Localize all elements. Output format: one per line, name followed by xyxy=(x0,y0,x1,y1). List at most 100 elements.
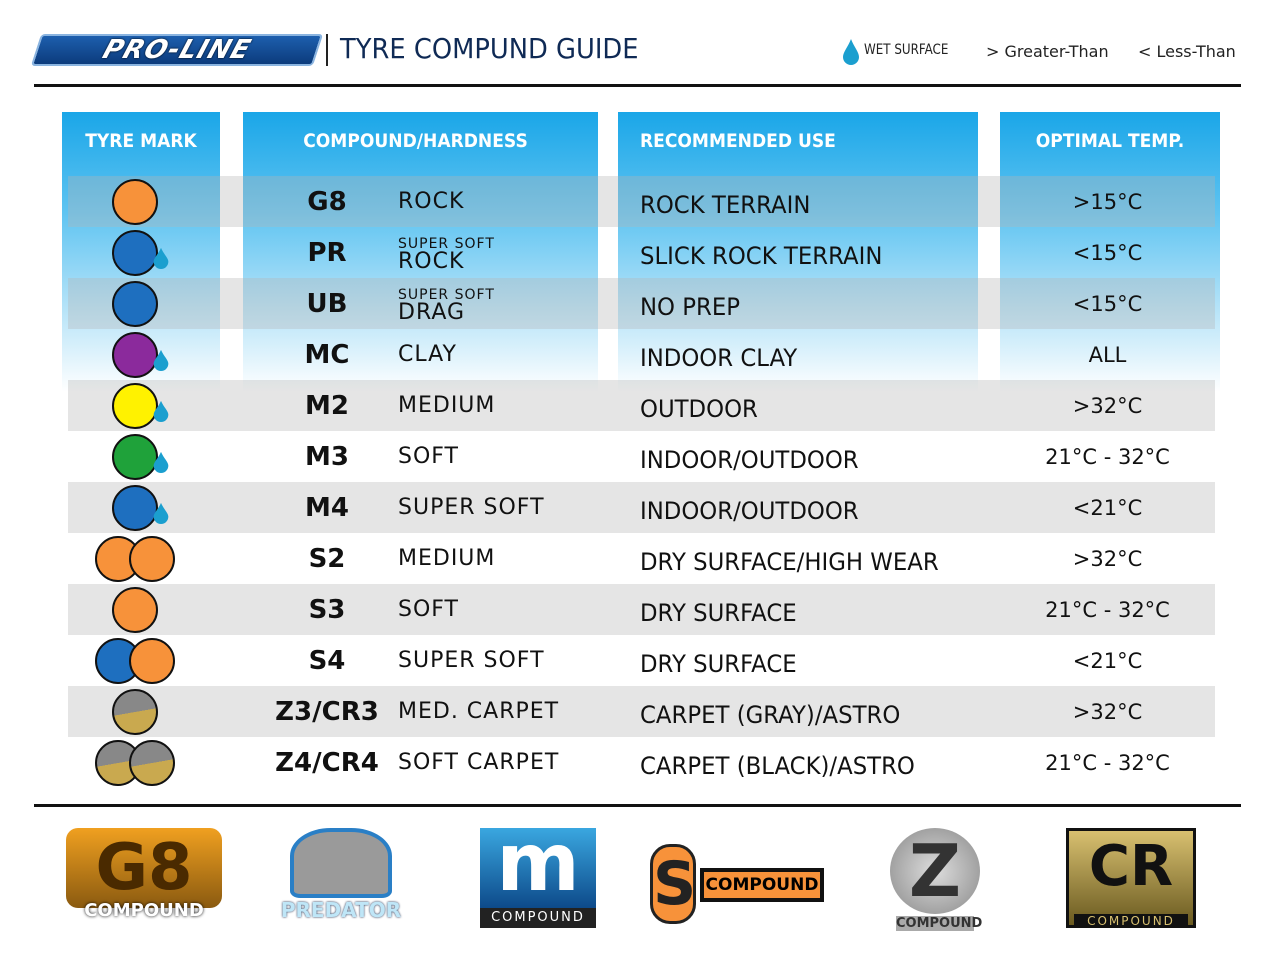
hardness: ROCK xyxy=(398,189,465,214)
hardness: SOFT xyxy=(398,444,459,469)
table-row: S2 MEDIUM DRY SURFACE/HIGH WEAR >32°C xyxy=(0,533,1280,584)
compound-code: UB xyxy=(306,288,348,319)
recommended-use: CARPET (BLACK)/ASTRO xyxy=(640,751,915,780)
recommended-use: SLICK ROCK TERRAIN xyxy=(640,241,883,270)
row-stripe xyxy=(68,686,1215,737)
tyre-mark xyxy=(62,686,220,737)
table-row: S3 SOFT DRY SURFACE 21°C - 32°C xyxy=(0,584,1280,635)
header-recommended-use: RECOMMENDED USE xyxy=(640,130,836,152)
g8-compound-logo: G8 COMPOUND xyxy=(66,828,222,936)
row-stripe xyxy=(68,380,1215,431)
compound-code: M2 xyxy=(305,390,349,421)
optimal-temp: 21°C - 32°C xyxy=(1045,750,1170,775)
compound-code: S4 xyxy=(308,645,346,676)
optimal-temp: 21°C - 32°C xyxy=(1045,597,1170,622)
recommended-use: INDOOR/OUTDOOR xyxy=(640,496,859,525)
tyre-mark xyxy=(62,584,220,635)
optimal-temp: <15°C xyxy=(1072,291,1143,316)
tyre-mark xyxy=(62,635,220,686)
table-row: M4 SUPER SOFT INDOOR/OUTDOOR <21°C xyxy=(0,482,1280,533)
optimal-temp: 21°C - 32°C xyxy=(1045,444,1170,469)
row-stripe xyxy=(68,176,1215,227)
cr-compound-logo: CR COMPOUND xyxy=(1066,828,1196,936)
recommended-use: NO PREP xyxy=(640,292,741,321)
z-compound-logo: Z COMPOUND xyxy=(876,828,994,936)
column-bg xyxy=(243,112,598,392)
recommended-use: DRY SURFACE xyxy=(640,649,797,678)
hardness: SOFT CARPET xyxy=(398,750,560,775)
table-row: Z3/CR3 MED. CARPET CARPET (GRAY)/ASTRO >32°… xyxy=(0,686,1280,737)
row-stripe xyxy=(68,278,1215,329)
table-row: M2 MEDIUM OUTDOOR >32°C xyxy=(0,380,1280,431)
row-stripe xyxy=(68,584,1215,635)
table-row: UB SUPER SOFT DRAG NO PREP <15°C xyxy=(0,278,1280,329)
water-drop-icon xyxy=(153,247,169,269)
optimal-temp: >15°C xyxy=(1072,189,1143,214)
tyre-mark xyxy=(62,482,220,533)
compound-code: PR xyxy=(307,237,347,268)
header-tyre-mark: TYRE MARK xyxy=(85,130,197,152)
hardness: MEDIUM xyxy=(398,546,496,571)
table-row: PR SUPER SOFT ROCK SLICK ROCK TERRAIN <15°C xyxy=(0,227,1280,278)
table-row: MC CLAY INDOOR CLAY ALL xyxy=(0,329,1280,380)
hardness: SUPER SOFT xyxy=(398,495,545,520)
s-compound-logo: S COMPOUND xyxy=(650,828,824,936)
optimal-temp: <21°C xyxy=(1072,495,1143,520)
hardness: SUPER SOFT xyxy=(398,648,545,673)
hardness: SUPER SOFT ROCK xyxy=(398,235,495,274)
table-row: Z4/CR4 SOFT CARPET CARPET (BLACK)/ASTRO 21°… xyxy=(0,737,1280,788)
compound-code: Z4/CR4 xyxy=(275,747,379,778)
tyre-mark-circle xyxy=(95,535,141,582)
tyre-mark-circle xyxy=(112,382,158,429)
water-drop-icon xyxy=(153,349,169,371)
tyre-mark xyxy=(62,380,220,431)
tyre-mark xyxy=(62,227,220,278)
column-bg xyxy=(1000,112,1220,392)
optimal-temp: ALL xyxy=(1088,342,1127,367)
tyre-mark-circle xyxy=(129,739,175,786)
optimal-temp: <21°C xyxy=(1072,648,1143,673)
page-title: TYRE COMPUND GUIDE xyxy=(340,32,639,65)
compound-code: Z3/CR3 xyxy=(275,696,379,727)
predator-logo: PREDATOR xyxy=(270,828,412,936)
water-drop-icon xyxy=(843,39,859,65)
optimal-temp: >32°C xyxy=(1072,393,1143,418)
compound-code: S2 xyxy=(308,543,346,574)
hardness: SUPER SOFT DRAG xyxy=(398,286,495,325)
compound-code: G8 xyxy=(307,186,347,217)
tyre-mark xyxy=(62,329,220,380)
hardness: MED. CARPET xyxy=(398,699,560,724)
recommended-use: INDOOR/OUTDOOR xyxy=(640,445,859,474)
legend-greater-than: > Greater-Than xyxy=(986,42,1109,61)
compound-code: M4 xyxy=(305,492,349,523)
bottom-divider xyxy=(34,804,1241,807)
column-bg xyxy=(618,112,978,392)
optimal-temp: <15°C xyxy=(1072,240,1143,265)
recommended-use: INDOOR CLAY xyxy=(640,343,798,372)
table-row: M3 SOFT INDOOR/OUTDOOR 21°C - 32°C xyxy=(0,431,1280,482)
pro-line-logo: PRO-LINE xyxy=(30,34,324,66)
tyre-mark-circle xyxy=(129,637,175,684)
optimal-temp: >32°C xyxy=(1072,546,1143,571)
compound-code: S3 xyxy=(308,594,346,625)
tyre-mark xyxy=(62,737,220,788)
optimal-temp: >32°C xyxy=(1072,699,1143,724)
tyre-mark-circle xyxy=(112,688,158,735)
tyre-mark-circle xyxy=(112,331,158,378)
recommended-use: CARPET (GRAY)/ASTRO xyxy=(640,700,901,729)
predator-claw-graphic xyxy=(290,828,392,898)
table-row: S4 SUPER SOFT DRY SURFACE <21°C xyxy=(0,635,1280,686)
tyre-mark-circle xyxy=(129,535,175,582)
table-row: G8 ROCK ROCK TERRAIN >15°C xyxy=(0,176,1280,227)
tyre-mark xyxy=(62,533,220,584)
legend-less-than: < Less-Than xyxy=(1138,42,1236,61)
tyre-mark xyxy=(62,278,220,329)
hardness: MEDIUM xyxy=(398,393,496,418)
tyre-mark xyxy=(62,431,220,482)
recommended-use: OUTDOOR xyxy=(640,394,758,423)
hardness: CLAY xyxy=(398,342,457,367)
tyre-mark-circle xyxy=(112,586,158,633)
tyre-mark-circle xyxy=(112,280,158,327)
water-drop-icon xyxy=(153,400,169,422)
tyre-mark-circle xyxy=(112,484,158,531)
